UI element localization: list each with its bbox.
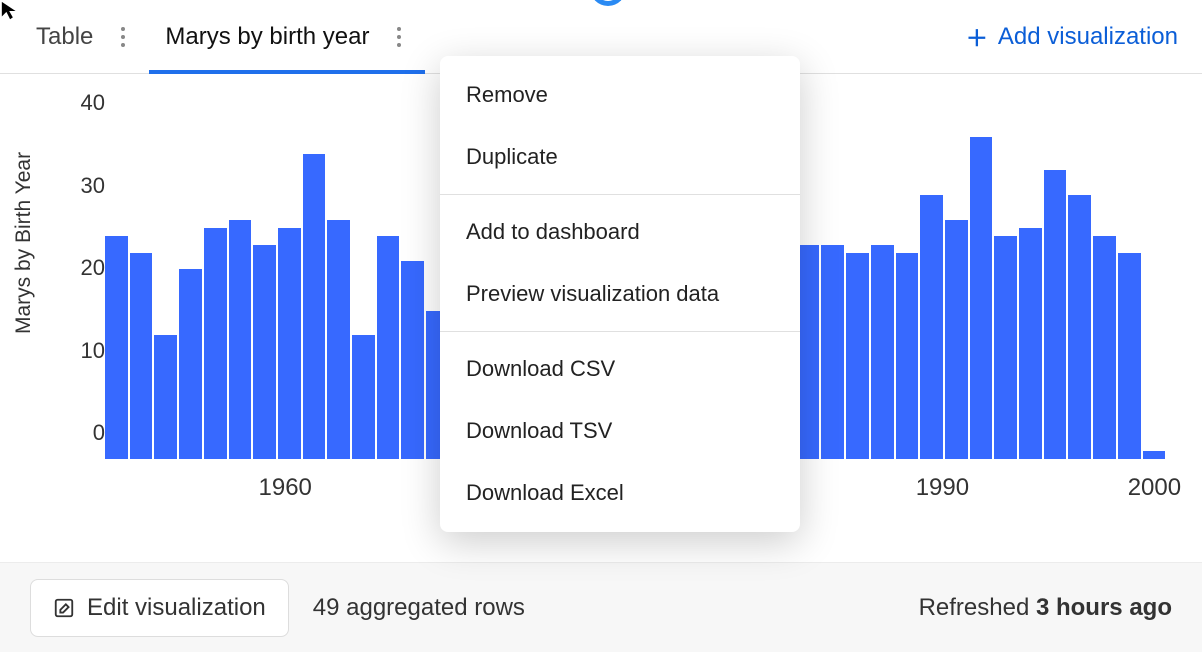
- chart-bar[interactable]: [253, 245, 276, 460]
- menu-separator: [440, 194, 800, 195]
- visualization-context-menu: Remove Duplicate Add to dashboard Previe…: [440, 56, 800, 532]
- chart-bar[interactable]: [871, 245, 894, 460]
- chart-bar[interactable]: [945, 220, 968, 459]
- add-visualization-label: Add visualization: [998, 23, 1178, 51]
- chart-bar[interactable]: [920, 195, 943, 459]
- refreshed-label: Refreshed 3 hours ago: [919, 594, 1172, 622]
- chart-bar[interactable]: [105, 236, 128, 459]
- tab-table[interactable]: Table: [20, 0, 149, 73]
- chart-bar[interactable]: [896, 253, 919, 459]
- edit-visualization-button[interactable]: Edit visualization: [30, 579, 289, 637]
- chart-bar[interactable]: [1118, 253, 1141, 459]
- y-tick-label: 40: [60, 90, 105, 116]
- chart-y-axis: 010203040: [60, 129, 105, 459]
- chart-bar[interactable]: [327, 220, 350, 459]
- menu-item-duplicate[interactable]: Duplicate: [440, 126, 800, 188]
- chart-bar[interactable]: [204, 228, 227, 459]
- x-tick-label: 2000: [1128, 474, 1181, 502]
- x-tick-label: 1960: [258, 474, 311, 502]
- chart-bar[interactable]: [1044, 170, 1067, 459]
- y-tick-label: 10: [60, 338, 105, 364]
- menu-item-download-excel[interactable]: Download Excel: [440, 462, 800, 524]
- chart-bar[interactable]: [377, 236, 400, 459]
- chart-bar[interactable]: [352, 335, 375, 459]
- chart-bar[interactable]: [846, 253, 869, 459]
- cursor-icon: [0, 0, 22, 22]
- menu-item-remove[interactable]: Remove: [440, 64, 800, 126]
- y-tick-label: 20: [60, 255, 105, 281]
- chart-bar[interactable]: [278, 228, 301, 459]
- footer-bar: Edit visualization 49 aggregated rows Re…: [0, 562, 1202, 652]
- chart-bar[interactable]: [303, 154, 326, 459]
- edit-visualization-label: Edit visualization: [87, 594, 266, 622]
- chart-bar[interactable]: [797, 245, 820, 460]
- add-visualization-button[interactable]: ＋ Add visualization: [942, 21, 1202, 53]
- chart-bar[interactable]: [994, 236, 1017, 459]
- chart-bar[interactable]: [229, 220, 252, 459]
- chart-bar[interactable]: [1068, 195, 1091, 459]
- y-tick-label: 0: [60, 420, 105, 446]
- tab-visualization-label: Marys by birth year: [165, 23, 369, 51]
- x-tick-label: 1990: [916, 474, 969, 502]
- menu-item-download-csv[interactable]: Download CSV: [440, 338, 800, 400]
- tab-table-label: Table: [36, 23, 93, 51]
- plus-icon: ＋: [966, 21, 988, 53]
- chart-bar[interactable]: [1019, 228, 1042, 459]
- menu-item-add-to-dashboard[interactable]: Add to dashboard: [440, 201, 800, 263]
- aggregated-rows-label: 49 aggregated rows: [313, 594, 525, 622]
- menu-separator: [440, 331, 800, 332]
- chart-bar[interactable]: [1093, 236, 1116, 459]
- edit-icon: [53, 597, 75, 619]
- chart-bar[interactable]: [970, 137, 993, 459]
- chart-bar[interactable]: [179, 269, 202, 459]
- tab-visualization[interactable]: Marys by birth year: [149, 0, 425, 73]
- chart-bar[interactable]: [154, 335, 177, 459]
- chart-bar[interactable]: [401, 261, 424, 459]
- chart-bar[interactable]: [821, 245, 844, 460]
- menu-item-download-tsv[interactable]: Download TSV: [440, 400, 800, 462]
- kebab-icon[interactable]: [389, 22, 409, 52]
- menu-item-preview-data[interactable]: Preview visualization data: [440, 263, 800, 325]
- chart-y-axis-label: Marys by Birth Year: [12, 152, 36, 334]
- y-tick-label: 30: [60, 173, 105, 199]
- chart-bar[interactable]: [1143, 451, 1166, 459]
- kebab-icon[interactable]: [113, 22, 133, 52]
- chart-bar[interactable]: [130, 253, 153, 459]
